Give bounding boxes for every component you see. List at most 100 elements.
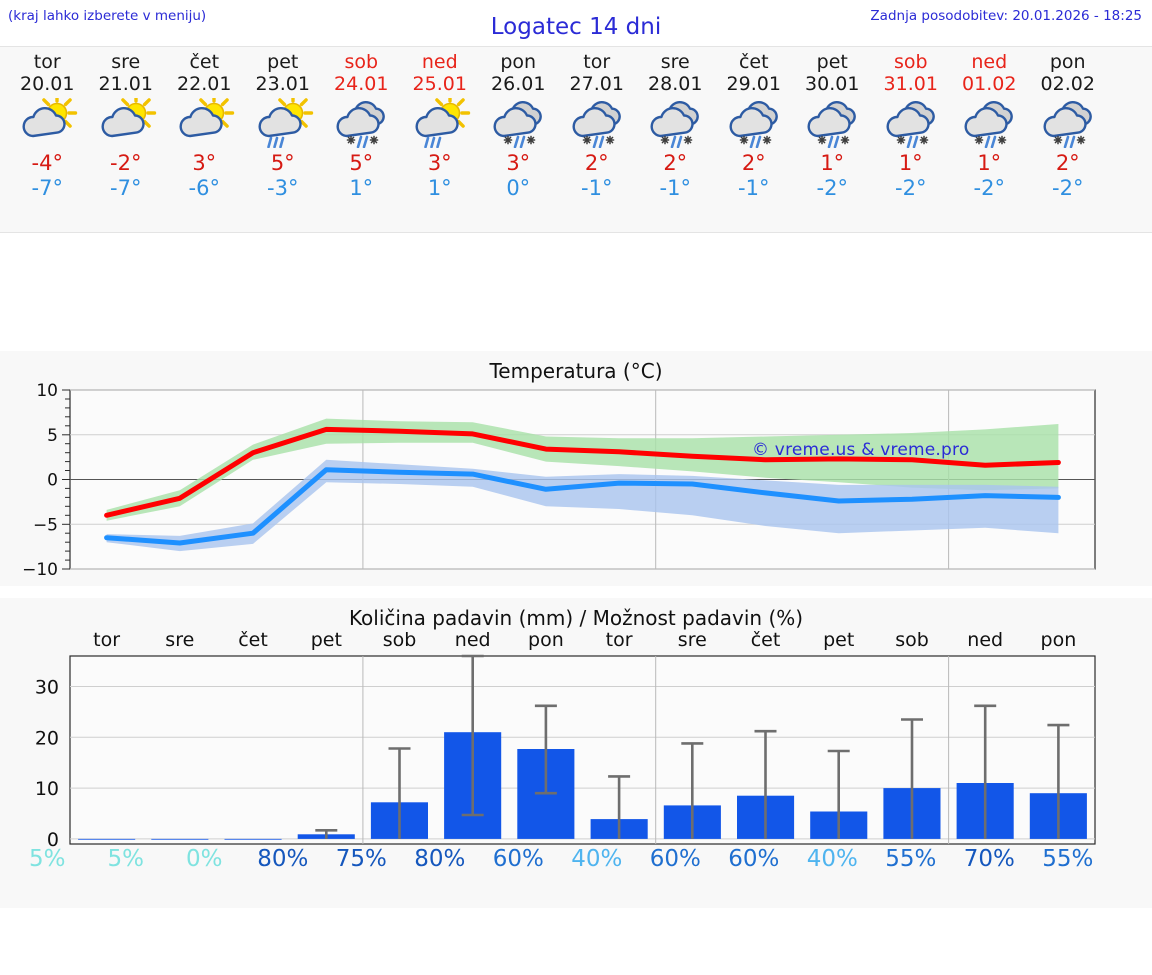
precipitation-probability-label: 5% — [107, 846, 145, 872]
temperature-max: -4° — [31, 151, 63, 175]
rain-icon — [423, 136, 442, 148]
temperature-line — [104, 467, 1061, 546]
snowflake-icon — [974, 135, 984, 145]
day-name: čet — [738, 51, 769, 73]
precipitation-probability-label: 5% — [29, 846, 66, 872]
x-axis-day-label: sre — [165, 629, 194, 651]
day-name: sre — [111, 51, 141, 73]
temperature-min: -1° — [738, 176, 770, 200]
day-date: 20.01 — [20, 73, 75, 95]
cloud-sleet-icon — [558, 97, 637, 149]
precipitation-errorbar — [534, 704, 557, 795]
precipitation-probability-row: 5% 5% 0% 80% 75% 80% 60% 40% 60% 60% 40% 55% 70% 55% — [0, 846, 1152, 872]
temperature-min: -2° — [895, 176, 927, 200]
day-name: pon — [1049, 51, 1086, 73]
y-axis-tick-label: 10 — [35, 778, 59, 800]
temperature-min: -7° — [110, 176, 142, 200]
cloud-icon — [258, 107, 302, 138]
day-date: 30.01 — [805, 73, 860, 95]
precipitation-probability-label: 80% — [257, 846, 309, 872]
temperature-max: 5° — [349, 151, 374, 175]
day-name: sob — [893, 51, 928, 73]
forecast-day-column[interactable]: pon 26.01 3° 0° — [479, 47, 558, 201]
forecast-day-column[interactable]: sob 31.01 1° -2° — [872, 47, 951, 201]
forecast-day-column[interactable]: pon 02.02 2° -2° — [1029, 47, 1108, 201]
sun-behind-cloud-icon — [8, 97, 87, 149]
day-date: 23.01 — [255, 73, 310, 95]
day-date: 27.01 — [569, 73, 624, 95]
x-axis-day-label: sob — [895, 629, 929, 651]
y-axis-tick-label: 0 — [47, 471, 58, 491]
spacer — [0, 233, 1152, 351]
forecast-day-column[interactable]: ned 25.01 3° 1° — [401, 47, 480, 201]
forecast-day-column[interactable]: tor 27.01 2° -1° — [558, 47, 637, 201]
forecast-day-column[interactable]: ned 01.02 1° -2° — [950, 47, 1029, 201]
x-axis-day-label: ned — [455, 629, 491, 651]
day-date: 29.01 — [726, 73, 781, 95]
precipitation-probability-label: 40% — [571, 846, 623, 872]
x-axis-day-label: pet — [823, 629, 854, 651]
snowflake-icon — [369, 135, 379, 145]
forecast-day-column[interactable]: sre 21.01 -2° -7° — [87, 47, 166, 201]
snowflake-icon — [605, 135, 615, 145]
cloud-icon — [1043, 107, 1087, 138]
day-date: 31.01 — [883, 73, 938, 95]
snowflake-icon — [739, 135, 749, 145]
snowflake-icon — [1076, 135, 1086, 145]
cloud-icon — [493, 107, 537, 138]
precipitation-chart-title: Količina padavin (mm) / Možnost padavin … — [348, 606, 804, 630]
cloud-icon — [572, 107, 616, 138]
precipitation-probability-label: 80% — [414, 846, 466, 872]
cloud-sleet-icon — [636, 97, 715, 149]
forecast-day-column[interactable]: pet 23.01 5° -3° — [244, 47, 323, 201]
forecast-day-column[interactable]: čet 29.01 2° -1° — [715, 47, 794, 201]
sleet-icon — [974, 135, 1007, 148]
temperature-chart: Temperatura (°C) −10 −5 0 5 10 © vreme.us & … — [0, 351, 1152, 586]
sleet-icon — [503, 135, 536, 148]
x-axis-day-label: pon — [528, 629, 564, 651]
forecast-day-column[interactable]: tor 20.01 -4° -7° — [8, 47, 87, 201]
day-date: 22.01 — [177, 73, 232, 95]
temperature-min: -1° — [581, 176, 613, 200]
sleet-icon — [739, 135, 772, 148]
precipitation-errorbar — [827, 749, 850, 839]
precipitation-bar — [151, 838, 209, 840]
forecast-day-strip: tor 20.01 -4° -7° sre 21.01 -2° -7° čet 22.01 3… — [0, 46, 1152, 233]
temperature-max: 3° — [427, 151, 452, 175]
cloud-sleet-icon — [715, 97, 794, 149]
sleet-icon — [346, 135, 379, 148]
cloud-icon — [807, 107, 851, 138]
forecast-day-column[interactable]: čet 22.01 3° -6° — [165, 47, 244, 201]
y-axis-tick-label: −10 — [22, 560, 58, 580]
precipitation-errorbar — [974, 704, 997, 839]
last-updated-label: Zadnja posodobitev: 20.01.2026 - 18:25 — [870, 8, 1142, 24]
temperature-min: -3° — [267, 176, 299, 200]
forecast-day-column[interactable]: sre 28.01 2° -1° — [636, 47, 715, 201]
cloud-sleet-icon — [872, 97, 951, 149]
sun-behind-cloud-rain-icon — [401, 97, 480, 149]
snowflake-icon — [1053, 135, 1063, 145]
page-header: (kraj lahko izberete v meniju) Logatec 1… — [0, 0, 1152, 46]
forecast-day-column[interactable]: pet 30.01 1° -2° — [793, 47, 872, 201]
cloud-icon — [101, 107, 145, 138]
snowflake-icon — [660, 135, 670, 145]
precipitation-errorbar — [608, 775, 631, 839]
cloud-icon — [650, 107, 694, 138]
day-name: sre — [660, 51, 690, 73]
x-axis-day-label: tor — [606, 629, 633, 651]
forecast-day-column[interactable]: sob 24.01 5° 1° — [322, 47, 401, 201]
snowflake-icon — [683, 135, 693, 145]
precipitation-errorbar — [681, 742, 704, 839]
temperature-plot: −10 −5 0 5 10 — [0, 351, 1152, 586]
precipitation-probability-label: 40% — [806, 846, 858, 872]
snowflake-icon — [840, 135, 850, 145]
precipitation-errorbar — [1047, 723, 1070, 839]
precipitation-errorbar — [388, 747, 411, 839]
temperature-chart-title: Temperatura (°C) — [489, 359, 663, 383]
temperature-min: -6° — [188, 176, 220, 200]
rain-icon — [266, 136, 285, 148]
sleet-icon — [582, 135, 615, 148]
day-date: 28.01 — [648, 73, 703, 95]
spacer-2 — [0, 586, 1152, 598]
x-axis-day-label: ned — [967, 629, 1003, 651]
